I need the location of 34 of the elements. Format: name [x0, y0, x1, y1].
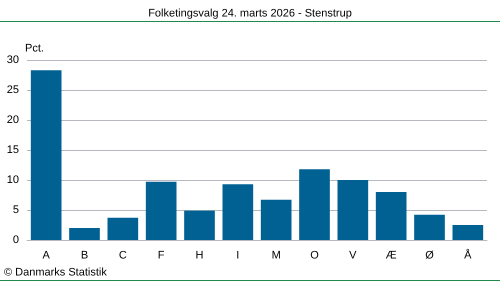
bar: [69, 228, 100, 240]
x-tick-label: Æ: [386, 250, 397, 262]
chart-title: Folketingsvalg 24. marts 2026 - Stenstrup: [148, 8, 352, 20]
y-tick-label: 25: [6, 84, 19, 96]
bar: [376, 192, 406, 240]
y-tick-label: 5: [12, 204, 19, 216]
x-tick-label: B: [80, 250, 88, 262]
x-tick-label: O: [310, 250, 320, 262]
bar: [146, 182, 176, 240]
y-tick-label: 30: [6, 54, 19, 66]
x-tick-label: M: [272, 250, 281, 262]
bar: [414, 214, 445, 240]
bar: [108, 218, 138, 240]
bar: [338, 180, 368, 240]
bar: [299, 169, 330, 240]
y-tick-label: 10: [6, 174, 19, 186]
x-tick-label: F: [158, 250, 165, 262]
x-tick-label: H: [196, 250, 204, 262]
y-tick-label: 20: [6, 114, 19, 126]
bar: [222, 184, 254, 240]
bar: [452, 225, 484, 240]
text: © Danmarks Statistik: [4, 266, 108, 278]
x-tick-label: Å: [464, 248, 472, 262]
y-tick-label: 0: [12, 234, 19, 246]
y-tick-label: 15: [6, 144, 19, 156]
x-tick-label: A: [42, 250, 50, 262]
x-tick-label: C: [118, 250, 127, 262]
bar: [30, 70, 62, 240]
x-tick-label: V: [349, 250, 358, 262]
x-tick-label: Ø: [425, 250, 434, 262]
bar: [184, 210, 215, 240]
x-tick-label: I: [236, 250, 240, 262]
bar: [260, 200, 292, 240]
y-axis-title: Pct.: [25, 42, 44, 54]
